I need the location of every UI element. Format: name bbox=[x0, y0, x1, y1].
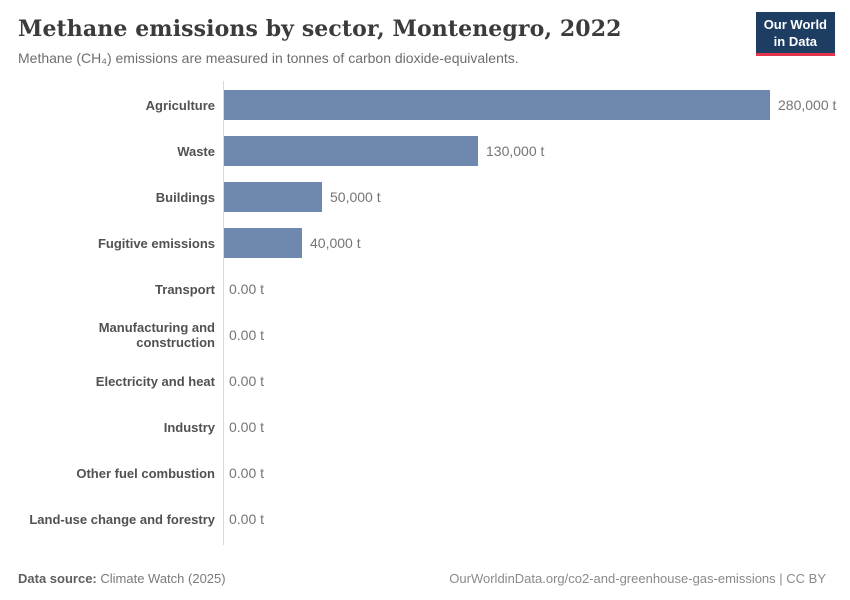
data-source-value: Climate Watch (2025) bbox=[96, 571, 226, 586]
bar-area: 280,000 t bbox=[224, 82, 836, 128]
chart-row: Manufacturing and construction 0.00 t bbox=[18, 312, 826, 358]
chart-row: Other fuel combustion 0.00 t bbox=[18, 450, 826, 496]
bar-area: 0.00 t bbox=[224, 266, 826, 312]
chart-row: Buildings 50,000 t bbox=[18, 174, 826, 220]
bar-area: 0.00 t bbox=[224, 450, 826, 496]
data-source-label: Data source: bbox=[18, 571, 97, 586]
category-label: Waste bbox=[177, 143, 215, 159]
chart-row: Industry 0.00 t bbox=[18, 404, 826, 450]
y-axis-line bbox=[223, 81, 224, 545]
bar-area: 130,000 t bbox=[224, 128, 826, 174]
chart-row: Electricity and heat 0.00 t bbox=[18, 358, 826, 404]
owid-logo-line1: Our World bbox=[763, 17, 827, 32]
chart-row: Waste 130,000 t bbox=[18, 128, 826, 174]
chart-row: Land-use change and forestry 0.00 t bbox=[18, 496, 826, 542]
bar[interactable] bbox=[224, 136, 478, 166]
owid-logo-line2: in Data bbox=[773, 33, 818, 49]
value-label: 50,000 t bbox=[330, 189, 381, 205]
value-label: 40,000 t bbox=[310, 235, 361, 251]
category-label: Manufacturing and construction bbox=[98, 320, 215, 350]
value-label: 0.00 t bbox=[229, 327, 265, 343]
chart-row: Fugitive emissions 40,000 t bbox=[18, 220, 826, 266]
category-label: Transport bbox=[155, 281, 215, 297]
bar-area: 0.00 t bbox=[224, 312, 826, 358]
category-label: Electricity and heat bbox=[95, 373, 215, 389]
bar[interactable] bbox=[224, 228, 302, 258]
value-label: 130,000 t bbox=[486, 143, 545, 159]
category-label: Industry bbox=[163, 419, 215, 435]
category-label: Other fuel combustion bbox=[76, 465, 215, 481]
value-label: 0.00 t bbox=[229, 419, 265, 435]
chart-row: Transport 0.00 t bbox=[18, 266, 826, 312]
attribution-link[interactable]: OurWorldinData.org/co2-and-greenhouse-ga… bbox=[449, 571, 826, 586]
chart-header: Methane emissions by sector, Montenegro,… bbox=[0, 0, 850, 66]
value-label: 0.00 t bbox=[229, 281, 265, 297]
bar-chart: Agriculture 280,000 t Waste 130,000 t Buildi… bbox=[18, 81, 836, 545]
chart-row: Agriculture 280,000 t bbox=[18, 82, 836, 128]
category-label: Land-use change and forestry bbox=[29, 511, 215, 527]
value-label: 0.00 t bbox=[229, 511, 265, 527]
owid-logo: Our World in Data bbox=[755, 12, 835, 57]
data-source: Data source: Climate Watch (2025) bbox=[18, 571, 226, 586]
value-label: 280,000 t bbox=[778, 97, 837, 113]
category-label: Buildings bbox=[155, 189, 215, 205]
chart-rows: Agriculture 280,000 t Waste 130,000 t Buildi… bbox=[18, 82, 836, 542]
bar-area: 0.00 t bbox=[224, 404, 826, 450]
value-label: 0.00 t bbox=[229, 465, 265, 481]
chart-title: Methane emissions by sector, Montenegro,… bbox=[18, 16, 622, 42]
bar-area: 40,000 t bbox=[224, 220, 826, 266]
bar-area: 0.00 t bbox=[224, 358, 826, 404]
category-label: Fugitive emissions bbox=[97, 235, 215, 251]
category-label: Agriculture bbox=[145, 97, 215, 113]
chart-subtitle: Methane (CH₄) emissions are measured in … bbox=[18, 50, 519, 66]
bar[interactable] bbox=[224, 182, 322, 212]
bar[interactable] bbox=[224, 90, 770, 120]
bar-area: 0.00 t bbox=[224, 496, 826, 542]
chart-footer: Data source: Climate Watch (2025) OurWor… bbox=[18, 571, 826, 586]
value-label: 0.00 t bbox=[229, 373, 265, 389]
bar-area: 50,000 t bbox=[224, 174, 826, 220]
